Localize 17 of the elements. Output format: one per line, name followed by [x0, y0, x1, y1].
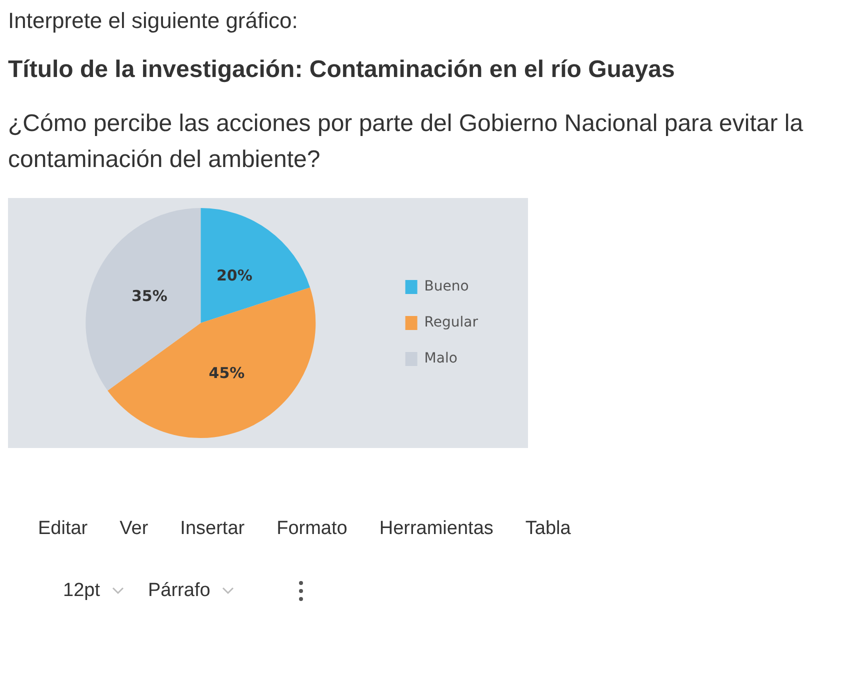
text: Ver [120, 518, 148, 540]
text: Interprete el siguiente gráfico: [8, 8, 299, 34]
text: Herramientas [379, 518, 494, 540]
text: Párrafo [148, 580, 212, 602]
text: Insertar [180, 518, 245, 540]
text: 12pt [63, 580, 101, 602]
legend-label: Malo [424, 350, 458, 367]
data-label: 20% [216, 266, 252, 284]
data-label: 35% [131, 286, 168, 305]
chart-title: Título de la investigación: Contaminación en el río Guayas [8, 56, 676, 84]
data-label: 45% [208, 364, 245, 382]
text: Formato [276, 518, 348, 540]
chart-subtitle: ¿Cómo percibe las acciones por parte del Gobierno Nacional para evitar la contaminación del ambiente? [8, 109, 804, 175]
text: Editar [38, 518, 88, 540]
legend-label: Regular [424, 314, 478, 331]
legend-label: Bueno [424, 278, 469, 295]
text: Tabla [525, 518, 571, 540]
